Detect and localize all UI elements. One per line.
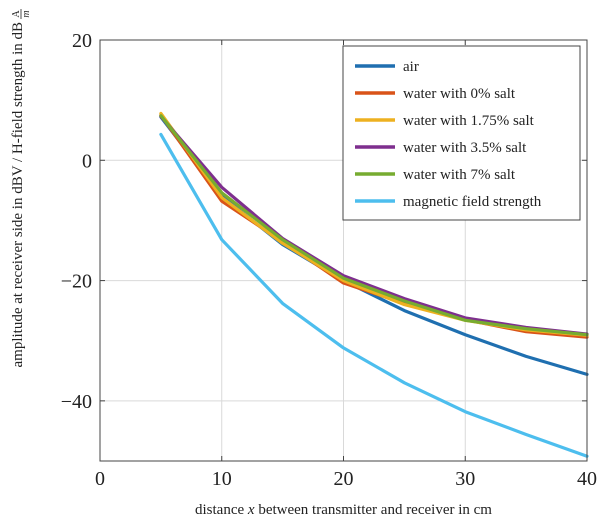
legend-item: water with 1.75% salt	[355, 113, 535, 129]
legend-label: water with 3.5% salt	[403, 140, 527, 156]
x-axis-label-part: between transmitter and receiver in cm	[255, 502, 493, 518]
legend-item: water with 3.5% salt	[355, 140, 527, 156]
legend: air water with 0% salt water with 1.75% sa…	[342, 45, 581, 221]
legend-item: water with 0% salt	[355, 86, 516, 102]
legend-label: water with 1.75% salt	[403, 113, 535, 129]
x-axis-label: distance x between transmitter and recei…	[195, 502, 492, 518]
legend-label: water with 7% salt	[403, 167, 516, 183]
y-tick-label: −40	[61, 391, 92, 413]
plot-area	[159, 111, 589, 458]
legend-label: air	[403, 59, 419, 75]
svg-text:amplitude at receiver side in: amplitude at receiver side in dBV / H-fi…	[10, 22, 26, 367]
y-axis-unit-numerator: A	[11, 10, 22, 18]
x-tick-label: 10	[212, 468, 232, 490]
y-axis-label-main: amplitude at receiver side in dBV / H-fi…	[10, 22, 26, 367]
y-axis-unit-denominator: m	[21, 10, 32, 17]
legend-label: magnetic field strength	[403, 194, 542, 210]
y-axis-label: amplitude at receiver side in dBV / H-fi…	[10, 9, 32, 367]
axis-ticks: 0 10 20 30 40 −40 −20 0 20	[61, 30, 597, 490]
y-tick-label: 20	[72, 30, 92, 52]
legend-item: magnetic field strength	[355, 194, 542, 210]
legend-item: water with 7% salt	[355, 167, 516, 183]
y-tick-label: −20	[61, 271, 92, 293]
legend-label: water with 0% salt	[403, 86, 516, 102]
x-tick-label: 20	[334, 468, 354, 490]
x-axis-label-part: distance	[195, 502, 248, 518]
x-tick-label: 40	[577, 468, 597, 490]
x-tick-label: 30	[455, 468, 475, 490]
y-tick-label: 0	[82, 150, 92, 172]
series-line	[159, 132, 589, 458]
legend-item: air	[355, 59, 419, 75]
x-tick-label: 0	[95, 468, 105, 490]
legend-box	[342, 45, 581, 221]
series-line	[159, 114, 589, 337]
x-axis-label-part: x	[247, 502, 255, 518]
